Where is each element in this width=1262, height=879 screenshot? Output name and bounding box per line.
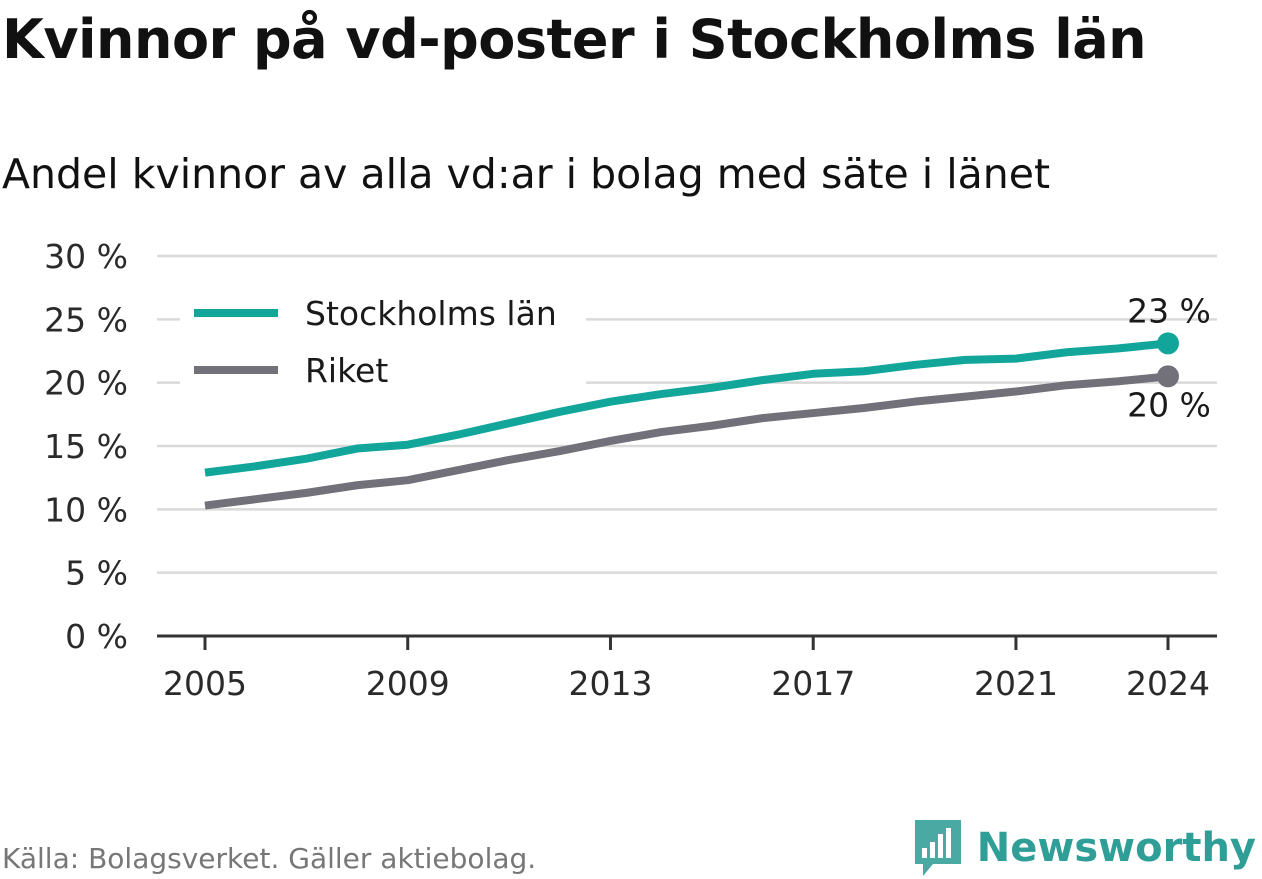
brand-logo: Newsworthy xyxy=(913,818,1256,878)
y-tick-label: 20 % xyxy=(44,364,128,403)
x-tick-label: 2021 xyxy=(974,664,1058,703)
series-line-1 xyxy=(204,372,1169,510)
series-end-label-0: 23 % xyxy=(1127,291,1211,330)
x-tick-label: 2009 xyxy=(366,664,450,703)
series-line-0 xyxy=(204,339,1169,477)
series-end-point-1 xyxy=(1157,365,1179,388)
y-tick-label: 5 % xyxy=(65,554,128,593)
x-tick-label: 2005 xyxy=(163,664,247,703)
y-tick-label: 25 % xyxy=(44,300,128,339)
series-end-label-1: 20 % xyxy=(1127,385,1211,424)
series-end-point-0 xyxy=(1157,332,1179,355)
x-tick-label: 2017 xyxy=(771,664,855,703)
x-tick-label: 2013 xyxy=(568,664,652,703)
legend-label-0: Stockholms län xyxy=(305,294,557,333)
chart-subtitle: Andel kvinnor av alla vd:ar i bolag med … xyxy=(2,150,1051,198)
y-tick-label: 10 % xyxy=(44,490,128,529)
y-tick-label: 30 % xyxy=(44,237,128,276)
brand-name: Newsworthy xyxy=(976,825,1256,871)
x-tick-label: 2024 xyxy=(1126,664,1210,703)
y-tick-label: 0 % xyxy=(65,617,128,656)
bar-chart-speech-bubble-icon xyxy=(914,820,961,876)
y-tick-label: 15 % xyxy=(44,427,128,466)
source-note: Källa: Bolagsverket. Gäller aktiebolag. xyxy=(2,842,537,875)
chart-title: Kvinnor på vd-poster i Stockholms län xyxy=(2,8,1147,71)
legend-label-1: Riket xyxy=(305,351,388,390)
